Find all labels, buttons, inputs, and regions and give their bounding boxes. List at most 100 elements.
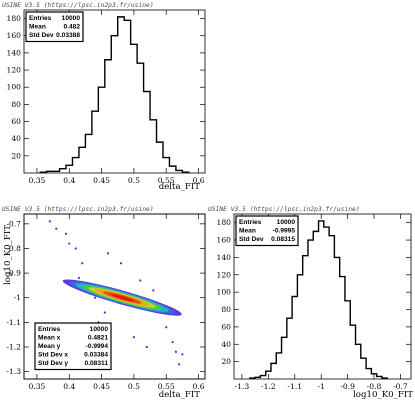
scatter-point bbox=[171, 340, 174, 344]
stats-label: Std Dev y bbox=[38, 360, 68, 367]
y-tick-label: 180 bbox=[7, 14, 22, 23]
scatter-point bbox=[55, 227, 58, 230]
stats-box bbox=[235, 215, 299, 247]
y-tick-label: 180 bbox=[217, 218, 232, 227]
plot-frame bbox=[233, 213, 412, 380]
stats-label: Std Dev bbox=[239, 236, 264, 243]
stats-label: Mean y bbox=[38, 343, 61, 350]
y-tick-label: 40 bbox=[11, 134, 21, 143]
scatter-point bbox=[103, 311, 106, 314]
x-tick-label: -1.1 bbox=[287, 382, 302, 391]
banner-text: USINE V3.5 (https://lpsc.in2p3.fr/usine) bbox=[2, 1, 154, 9]
scatter-point bbox=[152, 289, 155, 292]
stats-value: -0.9994 bbox=[86, 343, 109, 350]
scatter-point bbox=[132, 336, 135, 339]
stats-box bbox=[34, 322, 112, 371]
stats-value: 0.08311 bbox=[85, 360, 109, 367]
y-tick-label: 140 bbox=[7, 48, 22, 57]
x-tick-label: -0.9 bbox=[340, 382, 355, 391]
x-axis-label: delta_FIT bbox=[159, 390, 201, 400]
heatmap-layer bbox=[48, 220, 184, 366]
histogram-line bbox=[249, 220, 388, 379]
stats-label: Mean bbox=[239, 228, 256, 235]
y-tick-label: -1.3 bbox=[6, 367, 21, 376]
x-tick-label: 0.6 bbox=[192, 382, 204, 391]
x-tick-label: 0.4 bbox=[63, 176, 75, 185]
x-tick-label: 0.45 bbox=[93, 382, 110, 391]
y-tick-label: 80 bbox=[221, 305, 231, 314]
y-tick-label: 140 bbox=[217, 253, 232, 262]
banner-text: USINE V3.5 (https://lpsc.in2p3.fr/usine) bbox=[2, 205, 154, 213]
y-tick-label: 40 bbox=[221, 340, 231, 349]
stats-label: Entries bbox=[38, 326, 61, 333]
x-tick-label: -1.2 bbox=[261, 382, 276, 391]
y-tick-label: 60 bbox=[221, 322, 231, 331]
stats-label: Entries bbox=[29, 15, 52, 22]
banner-text: USINE V3.5 (https://lpsc.in2p3.fr/usine) bbox=[208, 205, 360, 213]
stats-label: Std Dev x bbox=[38, 352, 68, 359]
y-tick-label: 160 bbox=[7, 31, 22, 40]
stats-value: 10000 bbox=[90, 326, 109, 333]
x-tick-label: -1.3 bbox=[235, 382, 250, 391]
stats-value: 10000 bbox=[277, 219, 296, 226]
x-tick-label: 0.55 bbox=[158, 382, 175, 391]
y-tick-label: -1 bbox=[14, 293, 21, 302]
x-tick-label: 0.35 bbox=[28, 382, 45, 391]
y-tick-label: 100 bbox=[7, 83, 22, 92]
x-tick-label: -0.8 bbox=[367, 382, 382, 391]
y-tick-label: 120 bbox=[7, 66, 22, 75]
scatter-point bbox=[94, 296, 97, 299]
stats-value: 0.08315 bbox=[271, 236, 295, 243]
x-tick-label: 0.4 bbox=[63, 382, 75, 391]
scatter-point bbox=[77, 276, 81, 280]
stats-label: Mean bbox=[29, 24, 46, 31]
scatter-point bbox=[64, 232, 68, 235]
histogram-line bbox=[39, 16, 190, 173]
stats-value: 10000 bbox=[62, 15, 81, 22]
stats-value: 0.03388 bbox=[56, 32, 80, 39]
x-tick-label: 0.55 bbox=[158, 176, 175, 185]
y-tick-label: -0.9 bbox=[6, 269, 21, 278]
scatter-point bbox=[106, 252, 110, 255]
stats-label: Std Dev bbox=[29, 32, 54, 39]
log10k0-histogram-panel: USINE V3.5 (https://lpsc.in2p3.fr/usine)… bbox=[208, 205, 413, 400]
scatter-point bbox=[181, 353, 184, 356]
scatter-point bbox=[174, 350, 178, 354]
y-tick-label: -1.2 bbox=[6, 342, 21, 351]
scatter-point bbox=[48, 220, 51, 223]
x-tick-label: -0.7 bbox=[393, 382, 408, 391]
stats-label: Mean x bbox=[38, 335, 61, 342]
stats-box bbox=[25, 11, 84, 43]
scatter-point bbox=[145, 345, 148, 349]
x-tick-label: 0.5 bbox=[128, 176, 140, 185]
x-tick-label: 0.5 bbox=[128, 382, 140, 391]
x-axis-label: log10_K0_FIT bbox=[353, 390, 413, 400]
y-tick-label: 20 bbox=[11, 151, 21, 160]
scatter-point bbox=[68, 242, 71, 245]
x-axis-label: delta_FIT bbox=[159, 182, 201, 192]
stats-value: -0.9995 bbox=[273, 228, 296, 235]
y-tick-label: 20 bbox=[221, 357, 231, 366]
x-tick-label: -1 bbox=[317, 382, 324, 391]
stats-label: Entries bbox=[239, 219, 262, 226]
plot-frame bbox=[23, 9, 206, 174]
delta-vs-log10k0-scatter-panel: USINE V3.5 (https://lpsc.in2p3.fr/usine)… bbox=[2, 205, 206, 400]
y-tick-label: 100 bbox=[217, 288, 232, 297]
x-tick-label: 0.6 bbox=[192, 176, 204, 185]
x-tick-label: 0.35 bbox=[28, 176, 45, 185]
scatter-point bbox=[178, 363, 181, 366]
stats-value: 0.03384 bbox=[84, 352, 108, 359]
scatter-point bbox=[165, 326, 168, 329]
x-tick-label: 0.45 bbox=[93, 176, 110, 185]
y-tick-label: -0.8 bbox=[6, 244, 21, 253]
scatter-point bbox=[81, 262, 84, 265]
stats-value: 0.482 bbox=[63, 24, 80, 31]
y-tick-label: 60 bbox=[11, 117, 21, 126]
y-tick-label: 80 bbox=[11, 100, 21, 109]
plot-frame-top bbox=[23, 213, 206, 380]
scatter-point bbox=[139, 279, 142, 282]
y-tick-label: 160 bbox=[217, 236, 232, 245]
y-axis-label: log10_K0_FIT bbox=[3, 225, 13, 285]
scatter-point bbox=[119, 262, 123, 265]
